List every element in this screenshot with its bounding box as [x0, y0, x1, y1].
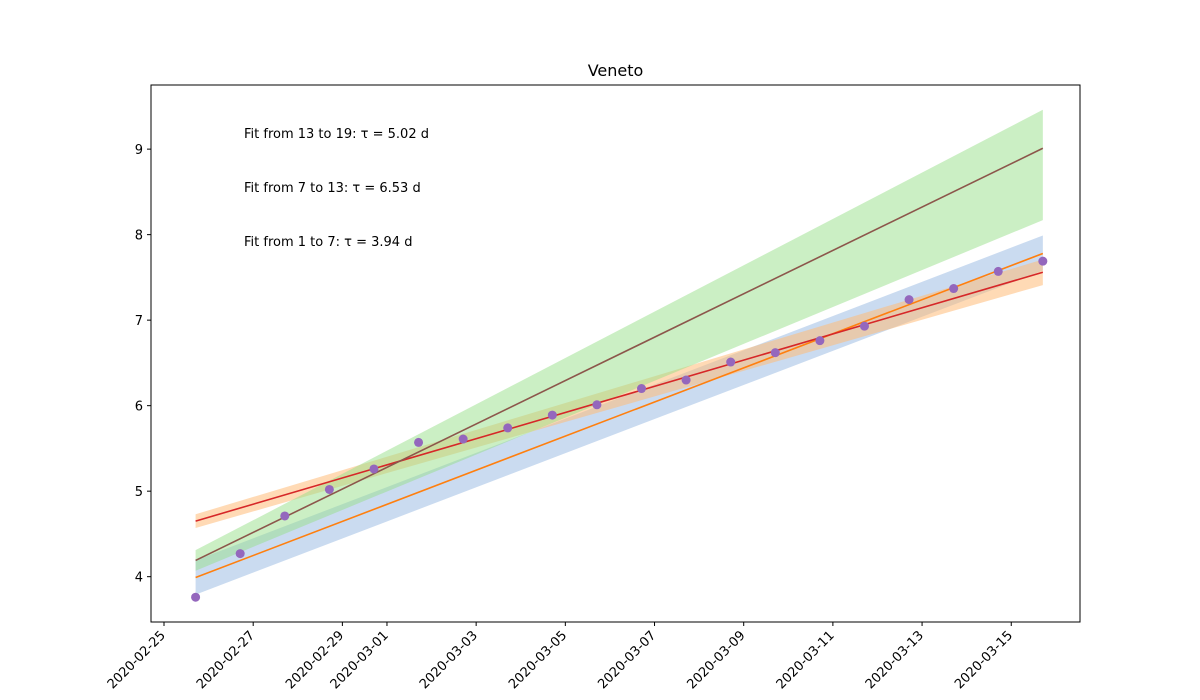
annotation-fit-7-13: Fit from 7 to 13: τ = 6.53 d [244, 181, 421, 196]
data-point [280, 511, 290, 521]
data-point [904, 295, 914, 305]
y-axis: 4 5 6 7 8 9 [135, 143, 151, 586]
data-points [191, 256, 1048, 602]
fit-band-3 [195, 109, 1043, 571]
data-point [324, 484, 334, 494]
data-point [770, 348, 780, 358]
data-point [1038, 256, 1048, 266]
y-tick-label: 4 [135, 571, 143, 586]
y-tick-label: 5 [135, 485, 143, 500]
data-point [815, 336, 825, 346]
fit-lines [195, 147, 1044, 579]
data-point [547, 410, 557, 420]
data-point [235, 549, 245, 559]
annotation-fit-1-7: Fit from 1 to 7: τ = 3.94 d [244, 235, 412, 250]
y-tick-label: 8 [135, 229, 143, 244]
chart-title: Veneto [588, 61, 644, 80]
annotation-fit-13-19: Fit from 13 to 19: τ = 5.02 d [244, 127, 429, 142]
plot-frame [150, 84, 1081, 623]
y-tick-label: 9 [135, 143, 143, 158]
data-point [458, 434, 468, 444]
data-point [859, 321, 869, 331]
data-point [949, 284, 959, 294]
data-point [503, 423, 513, 433]
fit-line-2 [195, 271, 1044, 522]
data-point [369, 464, 379, 474]
data-point [681, 375, 691, 385]
fit-line-3 [195, 147, 1044, 562]
data-point [191, 592, 201, 602]
fit-line-1 [195, 252, 1044, 579]
y-tick-label: 6 [135, 400, 143, 415]
data-point [993, 266, 1003, 276]
data-point [414, 437, 424, 447]
data-point [726, 357, 736, 367]
data-point [592, 400, 602, 410]
data-point [637, 384, 647, 394]
y-tick-label: 7 [135, 314, 143, 329]
